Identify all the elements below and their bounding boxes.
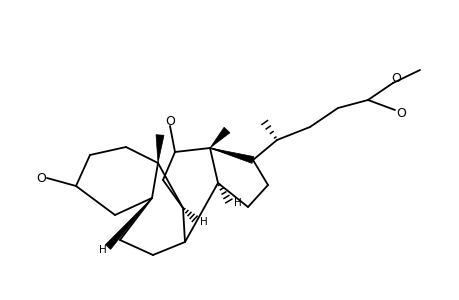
Text: O: O: [165, 115, 174, 128]
Polygon shape: [210, 127, 230, 148]
Text: H: H: [234, 198, 241, 208]
Text: O: O: [395, 106, 405, 119]
Text: H: H: [200, 217, 207, 227]
Polygon shape: [210, 148, 253, 164]
Polygon shape: [105, 198, 151, 249]
Text: H: H: [99, 245, 106, 255]
Text: O: O: [36, 172, 46, 184]
Text: O: O: [390, 71, 400, 85]
Polygon shape: [156, 135, 163, 163]
